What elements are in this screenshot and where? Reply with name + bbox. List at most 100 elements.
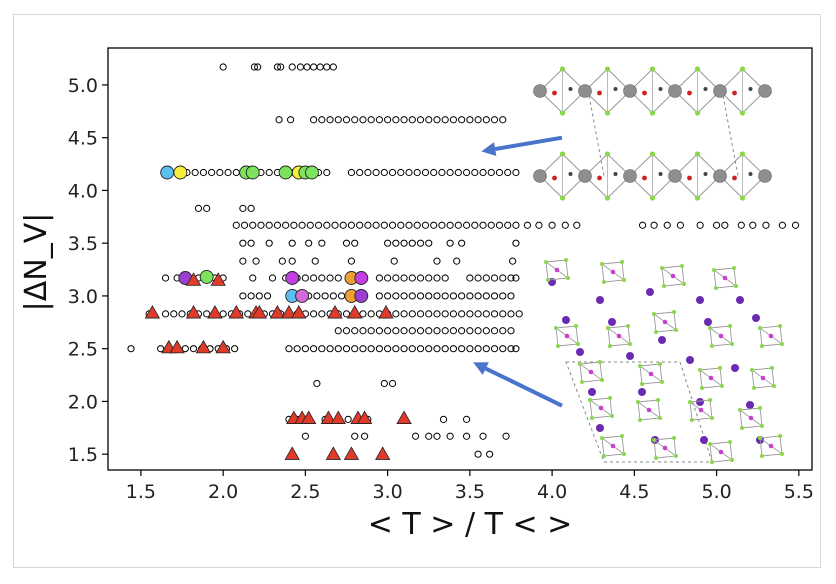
data-point: [482, 327, 490, 335]
annotation-arrows: [473, 135, 563, 408]
ligand-atom: [578, 362, 582, 366]
data-point: [224, 168, 232, 177]
data-point: [778, 221, 786, 229]
data-point: [265, 239, 273, 247]
data-point: [449, 345, 458, 353]
data-point: [384, 239, 392, 247]
annotation-arrow-shaft: [484, 366, 563, 408]
cation-atom: [746, 401, 754, 409]
ligand-atom: [728, 324, 732, 328]
ligand-atom: [718, 366, 722, 370]
triangle-point: [291, 304, 307, 319]
data-point: [314, 221, 323, 229]
ligand-atom: [566, 276, 570, 280]
data-point: [446, 239, 454, 247]
data-point: [347, 257, 356, 265]
x-axis-title: < T > / T < >: [368, 507, 573, 542]
data-point: [240, 221, 249, 229]
data-point: [482, 274, 490, 282]
ligand-atom: [739, 195, 746, 201]
data-point: [161, 310, 170, 318]
data-point: [367, 116, 375, 124]
dark-atom: [748, 172, 753, 176]
data-point: [364, 168, 372, 177]
data-point: [458, 292, 466, 300]
data-point: [367, 327, 375, 335]
data-point: [502, 432, 510, 440]
data-point: [499, 310, 507, 318]
highlight-point: [305, 165, 319, 180]
data-point: [458, 327, 466, 335]
data-point: [535, 221, 543, 229]
data-point: [490, 292, 499, 300]
data-point: [288, 63, 296, 71]
data-point: [416, 292, 425, 300]
highlight-point: [245, 165, 260, 180]
data-point: [458, 310, 466, 318]
y-tick-label: 3.0: [68, 286, 98, 308]
data-point: [474, 450, 482, 458]
data-point: [507, 292, 515, 300]
x-tick-label: 3.0: [373, 481, 403, 503]
data-point: [663, 221, 671, 229]
data-point: [479, 221, 487, 229]
data-point: [265, 221, 273, 229]
ligand-atom: [658, 362, 662, 366]
data-point: [334, 345, 342, 353]
data-point: [285, 345, 293, 353]
ligand-atom: [734, 284, 738, 288]
data-point: [384, 327, 392, 335]
metal-atom: [768, 443, 774, 449]
dark-atom: [613, 172, 618, 176]
data-point: [310, 310, 318, 318]
red-atom: [597, 90, 602, 96]
data-point: [208, 168, 216, 177]
data-point: [367, 310, 375, 318]
metal-atom: [668, 169, 682, 183]
data-point: [486, 450, 494, 458]
ligand-atom: [758, 436, 762, 440]
ligand-atom: [714, 286, 718, 290]
data-point: [275, 116, 283, 124]
data-point: [405, 168, 413, 177]
ligand-atom: [598, 360, 602, 364]
ligand-atom: [730, 342, 734, 346]
data-point: [342, 327, 351, 335]
data-point: [411, 432, 420, 440]
y-tick-label: 2.0: [68, 391, 98, 413]
data-point: [301, 345, 309, 353]
data-point: [441, 292, 449, 300]
ligand-atom: [710, 460, 714, 464]
data-point: [421, 168, 430, 177]
ligand-atom: [559, 110, 566, 116]
data-point: [676, 221, 685, 229]
data-point: [482, 116, 490, 124]
ligand-atom: [738, 408, 742, 412]
data-point: [351, 345, 359, 353]
ligand-atom: [758, 326, 762, 330]
data-point: [310, 116, 318, 124]
data-point: [313, 379, 321, 388]
metal-atom: [670, 273, 676, 279]
data-point: [356, 221, 364, 229]
data-point: [471, 221, 479, 229]
metal-atom: [698, 407, 704, 413]
data-point: [499, 327, 507, 335]
ligand-atom: [720, 384, 724, 388]
data-point: [375, 116, 384, 124]
ligand-atom: [564, 258, 568, 262]
data-point: [504, 168, 512, 177]
ligand-atom: [600, 378, 604, 382]
metal-atom: [768, 333, 774, 339]
data-point: [384, 292, 392, 300]
ligand-atom: [778, 324, 782, 328]
metal-atom: [662, 445, 668, 451]
ligand-atom: [688, 400, 692, 404]
data-point: [791, 221, 800, 229]
data-point: [762, 221, 770, 229]
data-point: [239, 239, 247, 247]
ligand-atom: [608, 344, 612, 348]
ligand-atom: [760, 344, 764, 348]
data-point: [507, 327, 515, 335]
ligand-atom: [638, 418, 642, 422]
